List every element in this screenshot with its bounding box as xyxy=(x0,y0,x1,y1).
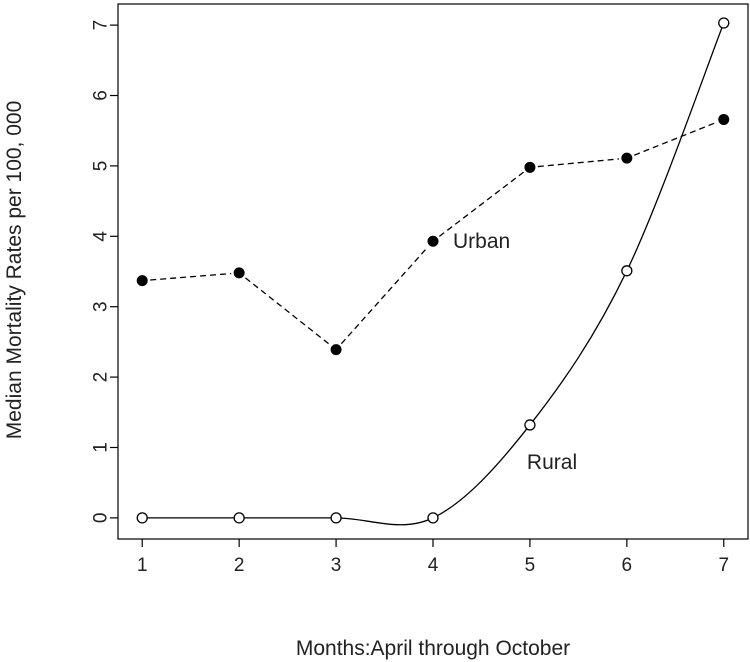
y-axis-title: Median Mortality Rates per 100, 000 xyxy=(3,101,26,440)
urban-point xyxy=(330,344,342,356)
y-tick-label: 1 xyxy=(91,442,112,453)
x-tick-label: 2 xyxy=(234,555,245,576)
x-tick-label: 6 xyxy=(622,555,633,576)
urban-line-segment xyxy=(537,158,619,168)
y-tick-label: 2 xyxy=(91,372,112,383)
y-tick-label: 0 xyxy=(91,513,112,524)
x-axis: 1 2 3 4 5 6 7 xyxy=(137,539,729,576)
urban-line-segment xyxy=(438,171,524,237)
rural-series-label: Rural xyxy=(527,451,577,474)
urban-point xyxy=(427,235,439,247)
urban-line-segment xyxy=(150,272,232,281)
rural-point xyxy=(427,512,439,524)
rural-point xyxy=(136,512,148,524)
urban-line-segment xyxy=(340,246,429,345)
urban-point xyxy=(718,113,730,125)
rural-point xyxy=(330,512,342,524)
rural-point xyxy=(524,419,536,431)
rural-series xyxy=(136,17,730,526)
y-axis: 0 1 2 3 4 5 6 7 xyxy=(91,20,118,524)
y-tick-label: 5 xyxy=(91,161,112,172)
urban-point xyxy=(621,152,633,164)
urban-line-segment xyxy=(634,121,717,156)
urban-point xyxy=(136,275,148,287)
y-tick-label: 4 xyxy=(91,231,112,242)
urban-series-label: Urban xyxy=(453,230,510,253)
x-tick-label: 3 xyxy=(331,555,342,576)
x-tick-label: 5 xyxy=(525,555,536,576)
urban-series xyxy=(136,113,730,356)
x-tick-label: 7 xyxy=(718,555,729,576)
plot-frame xyxy=(117,3,749,540)
urban-point xyxy=(524,161,536,173)
rural-line xyxy=(142,22,725,526)
rural-point xyxy=(621,265,633,277)
rural-point xyxy=(233,512,245,524)
y-tick-label: 3 xyxy=(91,301,112,312)
x-tick-label: 4 xyxy=(428,555,439,576)
y-tick-label: 7 xyxy=(91,20,112,31)
series-layer: Urban Rural xyxy=(136,17,730,526)
urban-line-segment xyxy=(245,277,331,346)
x-tick-label: 1 xyxy=(137,555,148,576)
y-tick-label: 6 xyxy=(91,90,112,101)
x-axis-title: Months:April through October xyxy=(296,637,570,660)
rural-point xyxy=(718,17,730,29)
urban-point xyxy=(233,267,245,279)
